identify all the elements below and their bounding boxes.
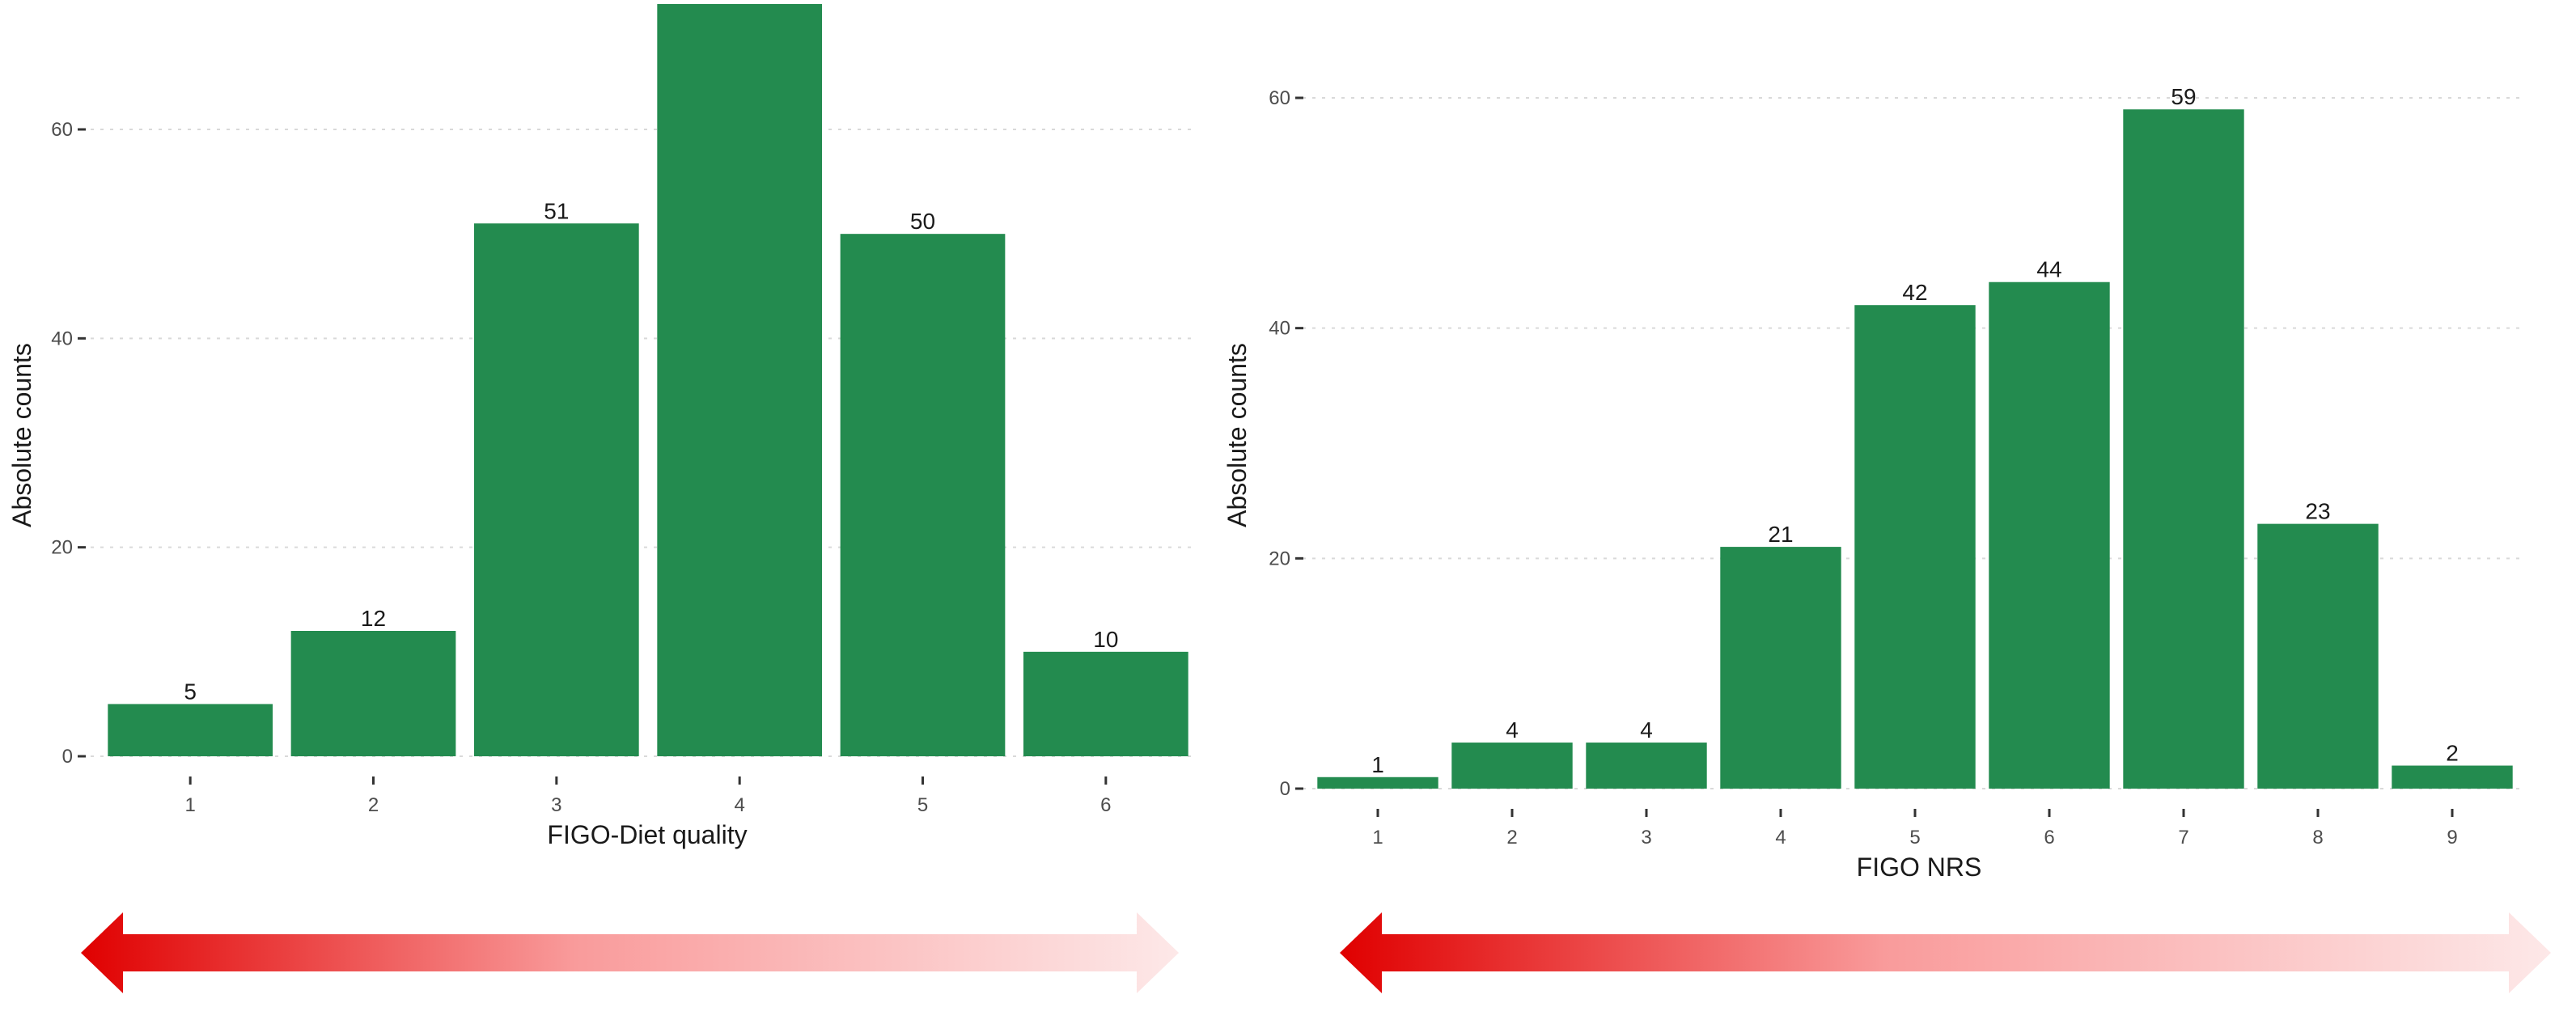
bars <box>108 4 1188 757</box>
data-labels: 5 12 51 72 50 10 <box>184 0 1118 704</box>
gradient-arrow-left <box>81 912 1179 993</box>
bar-7 <box>2123 109 2244 789</box>
bar-4 <box>1720 547 1841 789</box>
x-tick-label: 9 <box>2447 827 2457 848</box>
data-label: 50 <box>910 209 935 234</box>
x-tick-label: 1 <box>1372 827 1383 848</box>
x-tick-label: 5 <box>1909 827 1920 848</box>
data-label: 44 <box>2036 257 2061 282</box>
x-axis-ticks: 1 2 3 4 5 6 7 8 9 <box>1372 809 2458 848</box>
bar-1 <box>1317 776 1438 789</box>
y-tick-label: 20 <box>1269 548 1290 569</box>
y-tick-label: 40 <box>1269 318 1290 340</box>
x-tick-label: 3 <box>1641 827 1651 848</box>
data-label: 10 <box>1093 627 1118 652</box>
data-label: 42 <box>1902 280 1927 305</box>
gridlines <box>91 129 1197 757</box>
x-tick-label: 4 <box>734 794 744 816</box>
y-tick-label: 40 <box>51 328 73 349</box>
x-tick-label: 3 <box>551 794 561 816</box>
data-label: 12 <box>361 606 386 631</box>
bar-3 <box>1586 743 1707 789</box>
data-label: 2 <box>2446 741 2459 766</box>
bar-2 <box>1451 743 1573 789</box>
data-label: 23 <box>2305 499 2330 524</box>
x-axis-title: FIGO NRS <box>1857 853 1982 882</box>
y-axis-title: Absolute counts <box>1222 343 1252 527</box>
bar-5 <box>840 234 1006 757</box>
bar-2 <box>290 631 456 756</box>
x-tick-label: 2 <box>1506 827 1517 848</box>
x-tick-label: 7 <box>2178 827 2188 848</box>
data-label: 51 <box>544 198 569 223</box>
x-tick-label: 6 <box>1100 794 1111 816</box>
y-tick-label: 0 <box>1280 778 1290 800</box>
bar-6 <box>1023 651 1188 756</box>
x-tick-label: 8 <box>2312 827 2323 848</box>
x-tick-label: 4 <box>1775 827 1786 848</box>
data-label: 21 <box>1768 522 1793 547</box>
y-tick-label: 20 <box>51 537 73 559</box>
data-label: 4 <box>1506 717 1519 743</box>
bars <box>1317 109 2513 789</box>
bar-4 <box>657 4 823 756</box>
y-tick-label: 0 <box>62 746 73 768</box>
x-tick-label: 5 <box>917 794 928 816</box>
data-label: 59 <box>2171 84 2196 109</box>
data-label: 5 <box>184 679 197 704</box>
data-label: 72 <box>727 0 752 4</box>
x-tick-label: 2 <box>368 794 379 816</box>
bar-1 <box>108 704 273 756</box>
y-tick-label: 60 <box>51 119 73 141</box>
bar-3 <box>473 223 639 756</box>
gradient-arrow-right <box>1340 912 2551 993</box>
data-label: 1 <box>1371 752 1384 777</box>
x-axis-title: FIGO-Diet quality <box>547 820 747 849</box>
y-axis-ticks: 0 20 40 60 <box>51 119 86 768</box>
bar-9 <box>2392 765 2513 789</box>
data-label: 4 <box>1640 717 1653 743</box>
x-tick-label: 1 <box>184 794 195 816</box>
bar-6 <box>1989 281 2110 789</box>
x-tick-label: 6 <box>2044 827 2054 848</box>
bar-5 <box>1854 305 1976 789</box>
x-axis-ticks: 1 2 3 4 5 6 <box>184 776 1112 816</box>
bar-8 <box>2257 523 2379 789</box>
y-tick-label: 60 <box>1269 87 1290 109</box>
y-axis-title: Absolute counts <box>7 343 36 527</box>
y-axis-ticks: 0 20 40 60 <box>1269 87 1303 800</box>
